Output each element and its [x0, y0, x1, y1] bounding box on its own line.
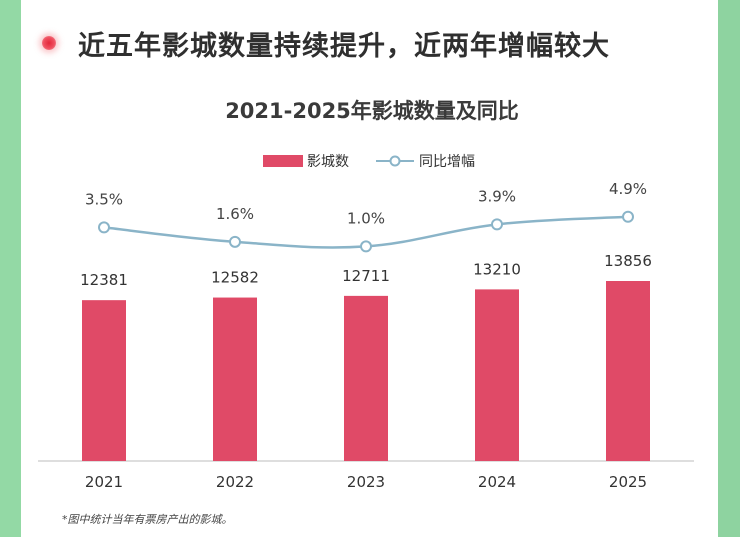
- bullet-dot-icon: [42, 36, 56, 50]
- growth-value-label-2021: 3.5%: [85, 190, 123, 208]
- x-tick-2023: 2023: [347, 473, 385, 491]
- footnote: *图中统计当年有票房产出的影城。: [62, 513, 233, 526]
- legend-bar-label: 影城数: [307, 154, 349, 170]
- legend-bar-swatch: [263, 155, 303, 167]
- bar-value-label-2021: 12381: [80, 271, 128, 289]
- bar-2025: [606, 281, 650, 461]
- bar-series: [82, 281, 650, 461]
- growth-point-2024: [491, 218, 503, 231]
- bar-data-labels: 12381 12582 12711 13210 13856: [80, 252, 652, 289]
- chart-legend: 影城数 同比增幅: [263, 154, 475, 170]
- x-tick-2024: 2024: [478, 473, 516, 491]
- growth-value-label-2024: 3.9%: [478, 187, 516, 205]
- bar-value-label-2024: 13210: [473, 260, 521, 278]
- section-heading: 近五年影城数量持续提升，近两年增幅较大: [42, 20, 610, 66]
- bar-value-label-2022: 12582: [211, 269, 259, 287]
- chart-title: 2021-2025年影城数量及同比: [225, 99, 519, 123]
- x-axis-ticks: 2021 2022 2023 2024 2025: [85, 473, 647, 491]
- legend-line-marker-icon: [389, 155, 401, 167]
- x-tick-2021: 2021: [85, 473, 123, 491]
- legend-line-label: 同比增幅: [419, 154, 475, 170]
- bar-2021: [82, 300, 126, 461]
- heading-title: 近五年影城数量持续提升，近两年增幅较大: [78, 30, 610, 62]
- growth-point-2022: [229, 235, 241, 248]
- growth-markers: [98, 210, 634, 253]
- growth-point-2021: [98, 221, 110, 234]
- bar-2022: [213, 297, 257, 461]
- growth-value-label-2025: 4.9%: [609, 180, 647, 198]
- growth-point-2025: [622, 210, 634, 223]
- x-tick-2022: 2022: [216, 473, 254, 491]
- bar-2023: [344, 295, 388, 461]
- growth-data-labels: 3.5% 1.6% 1.0% 3.9% 4.9%: [85, 180, 647, 228]
- growth-value-label-2023: 1.0%: [347, 209, 385, 227]
- bar-2024: [475, 289, 519, 461]
- bar-value-label-2025: 13856: [604, 252, 652, 270]
- bar-value-label-2023: 12711: [342, 267, 390, 285]
- growth-value-label-2022: 1.6%: [216, 205, 254, 223]
- x-tick-2025: 2025: [609, 473, 647, 491]
- growth-point-2023: [360, 240, 372, 253]
